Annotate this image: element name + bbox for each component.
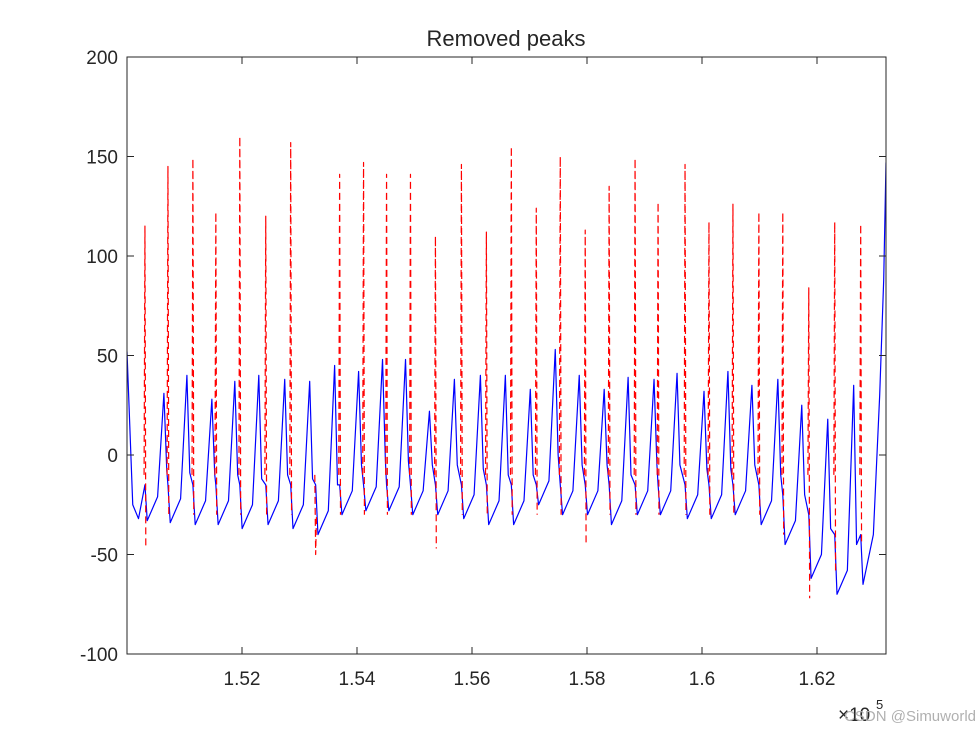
x-tick-label: 1.6 [689,669,715,690]
series-line [127,162,886,595]
y-tick-label: 50 [97,347,118,368]
x-tick-label: 1.62 [799,669,836,690]
plot-area [127,136,886,599]
y-tick-label: 0 [107,446,118,467]
series-line [143,136,863,599]
x-tick-label: 1.56 [454,669,491,690]
x-tick-label: 1.58 [569,669,606,690]
x-multiplier-base: ×10 [838,705,870,726]
axes: -100 -50 0 50 100 150 200 1.52 1.54 1.56 1.58 1.6 1.… [80,48,886,690]
y-tick-label: -50 [91,546,118,567]
y-tick-label: 200 [86,48,118,69]
x-multiplier-power: 5 [876,697,883,712]
y-tick-label: -100 [80,645,118,666]
watermark: CSDN @Simuworld [844,708,976,725]
y-tick-label: 100 [86,247,118,268]
x-tick-label: 1.54 [339,669,376,690]
x-tick-label: 1.52 [224,669,261,690]
chart-title: Removed peaks [427,26,586,51]
y-tick-label: 150 [86,148,118,169]
